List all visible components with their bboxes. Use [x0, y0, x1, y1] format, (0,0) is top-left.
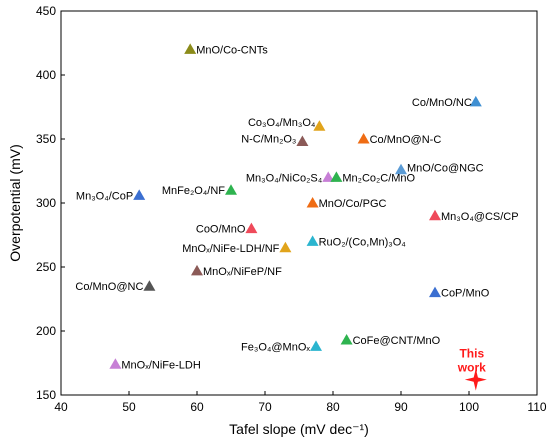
star-marker	[464, 368, 487, 391]
triangle-marker	[225, 184, 237, 195]
point-label: CoO/MnO	[196, 224, 246, 236]
triangle-marker	[330, 171, 343, 182]
point-label: RuO₂/(Co,Mn)₃O₄	[319, 236, 407, 248]
triangle-marker	[133, 189, 146, 200]
triangle-marker	[310, 340, 322, 351]
triangle-marker	[109, 358, 122, 369]
point-label: Co/MnO@N-C	[370, 134, 442, 146]
triangle-marker	[357, 133, 370, 144]
triangle-marker	[429, 209, 441, 221]
data-points	[109, 43, 487, 391]
triangle-marker	[296, 135, 309, 147]
point-label: Co₃O₄/Mn₃O₄	[248, 117, 316, 129]
point-label: work	[457, 361, 486, 375]
y-tick-label: 150	[36, 388, 56, 402]
triangle-marker	[143, 280, 156, 291]
point-label: MnOₓ/NiFeP/NF	[203, 266, 282, 278]
point-label: Co/MnO@NC	[75, 281, 143, 293]
triangle-marker	[469, 95, 482, 107]
triangle-marker	[322, 171, 335, 182]
x-tick-label: 80	[326, 400, 340, 414]
point-label: Fe₃O₄@MnOₓ	[241, 341, 310, 353]
point-label: MnO/Co@NGC	[407, 163, 484, 175]
triangle-marker	[429, 286, 441, 298]
point-label: MnOₓ/NiFe-LDH/NF	[182, 243, 279, 255]
point-label: Mn₃O₄/CoP	[76, 190, 133, 202]
triangle-marker	[395, 163, 407, 175]
point-label: CoP/MnO	[441, 288, 490, 300]
x-tick-label: 110	[527, 400, 546, 414]
triangle-marker	[191, 264, 203, 276]
x-tick-label: 90	[394, 400, 408, 414]
triangle-marker	[245, 222, 258, 234]
point-label: Mn₂Co₂C/MnO	[342, 172, 415, 184]
triangle-marker	[306, 235, 319, 246]
x-tick-label: 40	[54, 400, 68, 414]
x-tick-label: 100	[459, 400, 479, 414]
point-label: N-C/Mn₂O₃	[241, 134, 296, 146]
triangle-marker	[306, 197, 319, 208]
y-tick-label: 250	[36, 260, 56, 274]
triangle-marker	[184, 43, 197, 54]
point-label: Mn₃O₄/NiCo₂S₄	[246, 172, 323, 184]
point-label: CoFe@CNT/MnO	[353, 335, 441, 347]
y-tick-label: 350	[36, 132, 56, 146]
point-label: MnO/Co/PGC	[319, 198, 387, 210]
x-tick-label: 60	[190, 400, 204, 414]
y-tick-label: 300	[36, 196, 56, 210]
data-labels: MnO/Co-CNTs Co/MnO/NC Co₃O₄/Mn₃O₄ Co/MnO@N-…	[75, 44, 518, 374]
point-label: Co/MnO/NC	[412, 97, 472, 109]
triangle-marker	[279, 241, 292, 253]
y-tick-label: 450	[36, 4, 56, 18]
y-tick-label: 400	[36, 68, 56, 82]
point-label: MnO/Co-CNTs	[196, 44, 268, 56]
point-label: MnFe₂O₄/NF	[162, 185, 225, 197]
y-tick-label: 200	[36, 324, 56, 338]
triangle-marker	[340, 333, 353, 345]
plot-frame	[60, 10, 538, 396]
y-axis-title: Overpotential (mV)	[7, 144, 23, 261]
point-label: MnOₓ/NiFe-LDH	[121, 359, 200, 371]
point-label: This	[459, 347, 484, 361]
x-axis-title: Tafel slope (mV dec⁻¹)	[229, 421, 369, 437]
point-label: Mn₃O₄@CS/CP	[441, 211, 519, 223]
x-tick-label: 50	[122, 400, 136, 414]
axis-ticks: 40 50 60 70 80 90 100 110 150 200 250 300 350 400 450	[36, 4, 547, 414]
triangle-marker	[313, 120, 326, 131]
x-tick-label: 70	[258, 400, 272, 414]
